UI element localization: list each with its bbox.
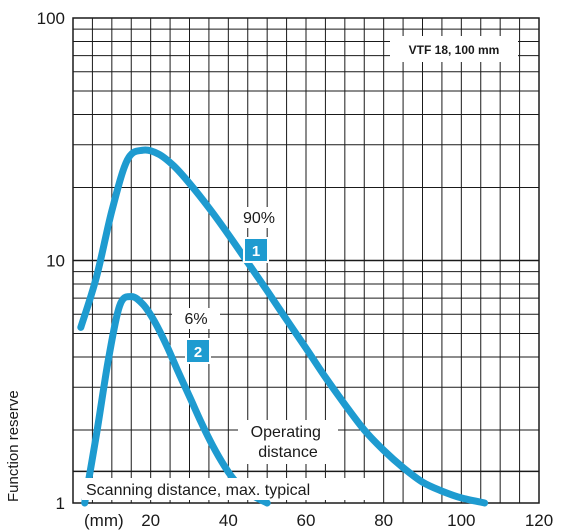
x-tick-label: 100 [447, 511, 475, 530]
series-badge [185, 338, 211, 364]
x-tick-label: 120 [525, 511, 553, 530]
series-badge-number: 1 [252, 243, 260, 260]
chart-title-box: VTF 18, 100 mm [390, 36, 518, 62]
threshold-label-group: Scanning distance, max. typical [82, 478, 380, 500]
x-axis-unit: (mm) [84, 511, 124, 530]
y-axis-title: Function reserve [5, 390, 22, 502]
threshold-label: Scanning distance, max. typical [86, 482, 310, 499]
series-label-bg [235, 207, 283, 228]
series-badge-number: 2 [194, 344, 202, 361]
x-tick-labels: 20 40 60 80 100 120 [141, 511, 553, 530]
series-layer [77, 146, 489, 507]
y-tick-label: 100 [37, 9, 65, 28]
series-label: 6% [184, 311, 207, 328]
x-tick-label: 60 [297, 511, 316, 530]
chart-title: VTF 18, 100 mm [409, 43, 500, 57]
series-label: 90% [243, 210, 275, 227]
operating-distance-label: Operating distance [251, 424, 326, 461]
series-badge [243, 237, 269, 263]
plot-frame [72, 17, 540, 504]
series-line [77, 146, 489, 507]
x-tick-label: 20 [141, 511, 160, 530]
y-tick-label: 10 [46, 252, 65, 271]
series-label-bg [172, 308, 220, 329]
operating-distance-annotation: Operating distance [238, 420, 338, 464]
series-line [81, 293, 271, 507]
x-tick-label: 80 [374, 511, 393, 530]
x-tick-label: 40 [219, 511, 238, 530]
y-tick-labels: 1 10 100 [37, 9, 65, 513]
series-labels: 90% 1 6% 2 [172, 207, 283, 364]
y-tick-label: 1 [56, 494, 65, 513]
